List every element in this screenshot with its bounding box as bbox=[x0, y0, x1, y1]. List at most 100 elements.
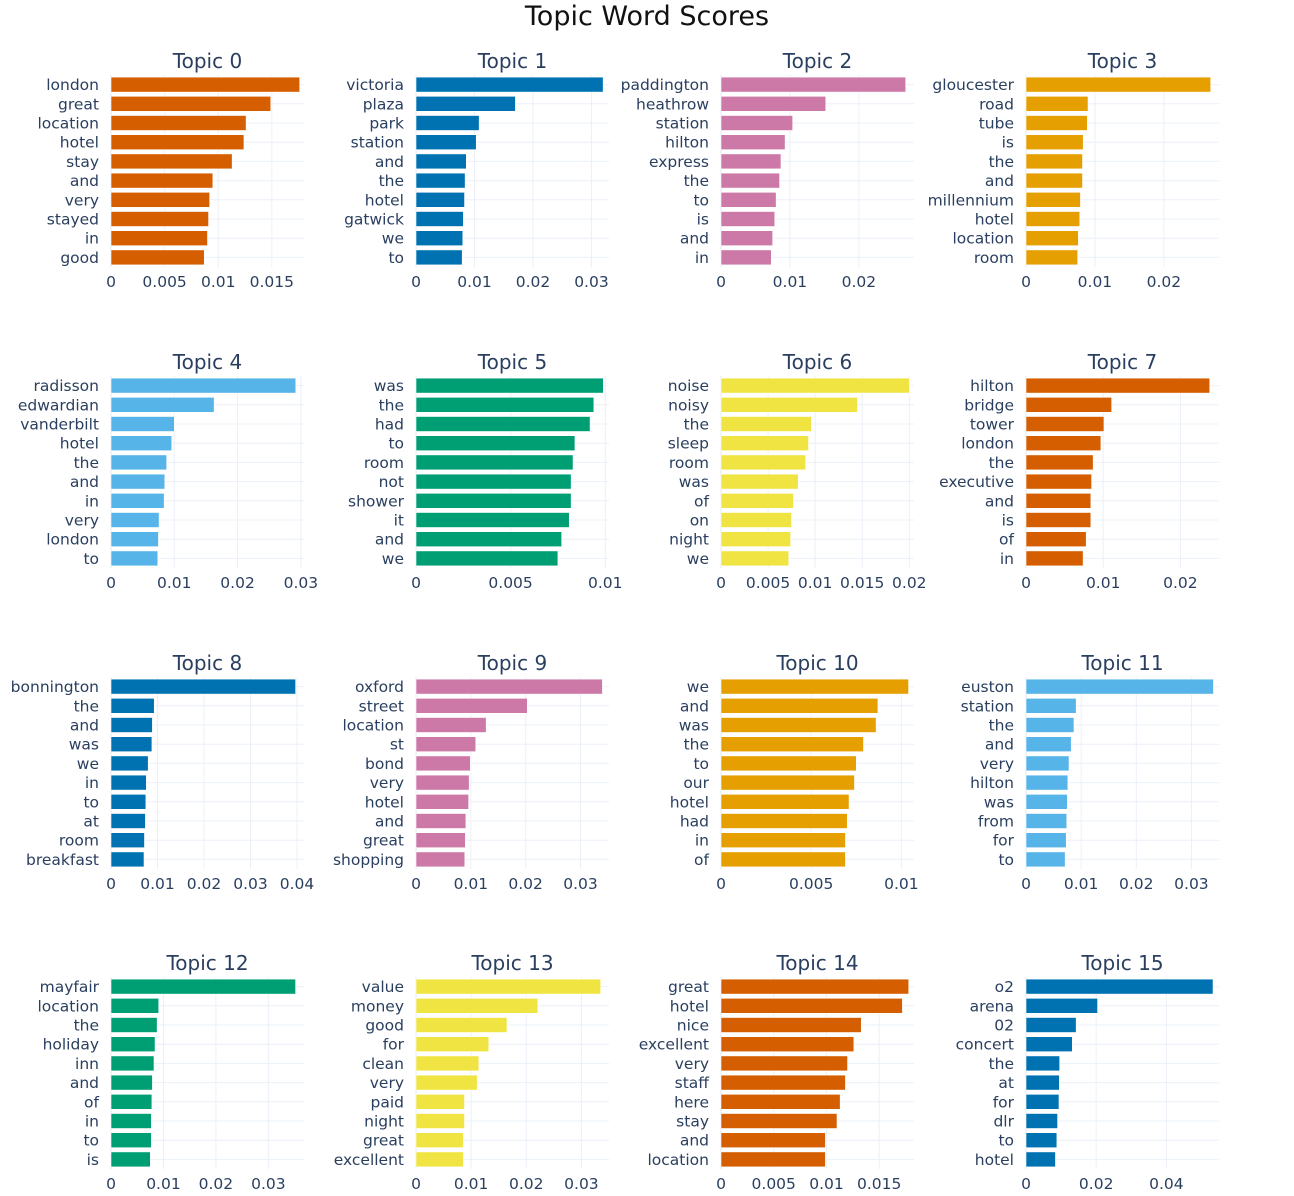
subplot-title: Topic 11 bbox=[1080, 651, 1163, 675]
bar bbox=[720, 153, 782, 170]
category-label: vanderbilt bbox=[20, 416, 99, 434]
bar bbox=[1025, 416, 1105, 432]
bar bbox=[1025, 531, 1087, 548]
category-label: heathrow bbox=[636, 95, 709, 113]
bar bbox=[110, 96, 272, 112]
bar bbox=[1025, 1132, 1058, 1148]
category-label: not bbox=[379, 473, 404, 491]
bar bbox=[415, 396, 595, 413]
bar bbox=[1025, 1113, 1058, 1129]
category-label: the bbox=[74, 697, 99, 715]
category-label: and bbox=[70, 1074, 99, 1092]
category-label: and bbox=[680, 697, 709, 715]
bar bbox=[720, 550, 790, 567]
category-label: and bbox=[70, 473, 99, 491]
category-label: in bbox=[1000, 550, 1014, 568]
bar bbox=[1025, 396, 1112, 413]
category-label: shopping bbox=[333, 851, 404, 869]
bar bbox=[720, 249, 772, 266]
bar bbox=[720, 396, 858, 413]
category-label: is bbox=[1002, 134, 1014, 152]
x-tick-label: 0.03 bbox=[564, 1175, 599, 1193]
x-tick-label: 0.03 bbox=[251, 1175, 286, 1193]
category-label: hotel bbox=[670, 997, 709, 1015]
category-label: night bbox=[364, 1113, 404, 1131]
category-label: we bbox=[382, 550, 404, 568]
x-tick-label: 0 bbox=[716, 574, 726, 592]
bar bbox=[110, 396, 215, 413]
bar bbox=[415, 832, 466, 849]
bar bbox=[110, 1094, 153, 1110]
bar bbox=[720, 416, 812, 432]
x-tick-label: 0.01 bbox=[809, 1175, 844, 1193]
bar bbox=[720, 230, 773, 246]
bar bbox=[1025, 211, 1081, 227]
bar bbox=[1025, 1074, 1060, 1091]
category-label: hotel bbox=[365, 191, 404, 209]
category-label: plaza bbox=[363, 95, 404, 113]
bar bbox=[415, 1132, 464, 1148]
x-tick-label: 0.005 bbox=[789, 875, 833, 893]
x-tick-label: 0.01 bbox=[201, 273, 236, 291]
category-label: park bbox=[369, 115, 404, 133]
category-label: in bbox=[85, 492, 99, 510]
bar bbox=[110, 230, 208, 246]
bar bbox=[1025, 512, 1092, 528]
category-label: station bbox=[656, 115, 709, 133]
bar bbox=[720, 678, 909, 695]
bar bbox=[720, 531, 791, 548]
x-tick-label: 0.01 bbox=[157, 574, 192, 592]
bar bbox=[1025, 1094, 1060, 1110]
bar bbox=[110, 1113, 152, 1129]
bar bbox=[1025, 678, 1214, 695]
category-label: breakfast bbox=[26, 851, 99, 869]
bar bbox=[415, 851, 466, 868]
category-label: the bbox=[684, 416, 709, 434]
bar bbox=[720, 211, 776, 227]
category-label: tower bbox=[970, 416, 1015, 434]
category-label: 02 bbox=[994, 1017, 1014, 1035]
bar bbox=[110, 793, 147, 810]
x-tick-label: 0 bbox=[411, 273, 421, 291]
bar bbox=[415, 172, 466, 189]
bar bbox=[1025, 454, 1094, 471]
category-label: great bbox=[58, 95, 99, 113]
bar bbox=[415, 1017, 508, 1033]
category-label: in bbox=[85, 230, 99, 248]
category-label: clean bbox=[362, 1055, 404, 1073]
bar bbox=[110, 1036, 156, 1052]
subplot-title: Topic 2 bbox=[782, 49, 852, 73]
category-label: inn bbox=[75, 1055, 99, 1073]
bar bbox=[110, 832, 145, 849]
category-label: the bbox=[74, 1017, 99, 1035]
x-tick-label: 0.04 bbox=[280, 875, 315, 893]
category-label: and bbox=[680, 230, 709, 248]
category-label: and bbox=[70, 717, 99, 735]
bar bbox=[415, 793, 469, 810]
bar bbox=[720, 1017, 862, 1033]
x-tick-label: 0.01 bbox=[457, 273, 492, 291]
category-label: had bbox=[375, 416, 404, 434]
bar bbox=[110, 76, 301, 93]
x-tick-label: 0.03 bbox=[233, 875, 268, 893]
category-label: noisy bbox=[668, 396, 709, 414]
category-label: in bbox=[695, 249, 709, 267]
x-tick-label: 0.01 bbox=[1078, 273, 1113, 291]
bar bbox=[415, 717, 487, 733]
category-label: executive bbox=[939, 473, 1014, 491]
category-label: nice bbox=[677, 1017, 709, 1035]
bar bbox=[415, 697, 528, 714]
category-label: the bbox=[684, 172, 709, 190]
bar bbox=[1025, 978, 1214, 995]
x-tick-label: 0.02 bbox=[892, 574, 927, 592]
category-label: of bbox=[694, 492, 709, 510]
category-label: location bbox=[37, 997, 99, 1015]
category-label: stayed bbox=[47, 211, 99, 229]
category-label: the bbox=[379, 172, 404, 190]
category-label: edwardian bbox=[18, 396, 99, 414]
bar bbox=[720, 1055, 848, 1072]
category-label: for bbox=[383, 1036, 405, 1054]
bar bbox=[415, 1055, 480, 1072]
